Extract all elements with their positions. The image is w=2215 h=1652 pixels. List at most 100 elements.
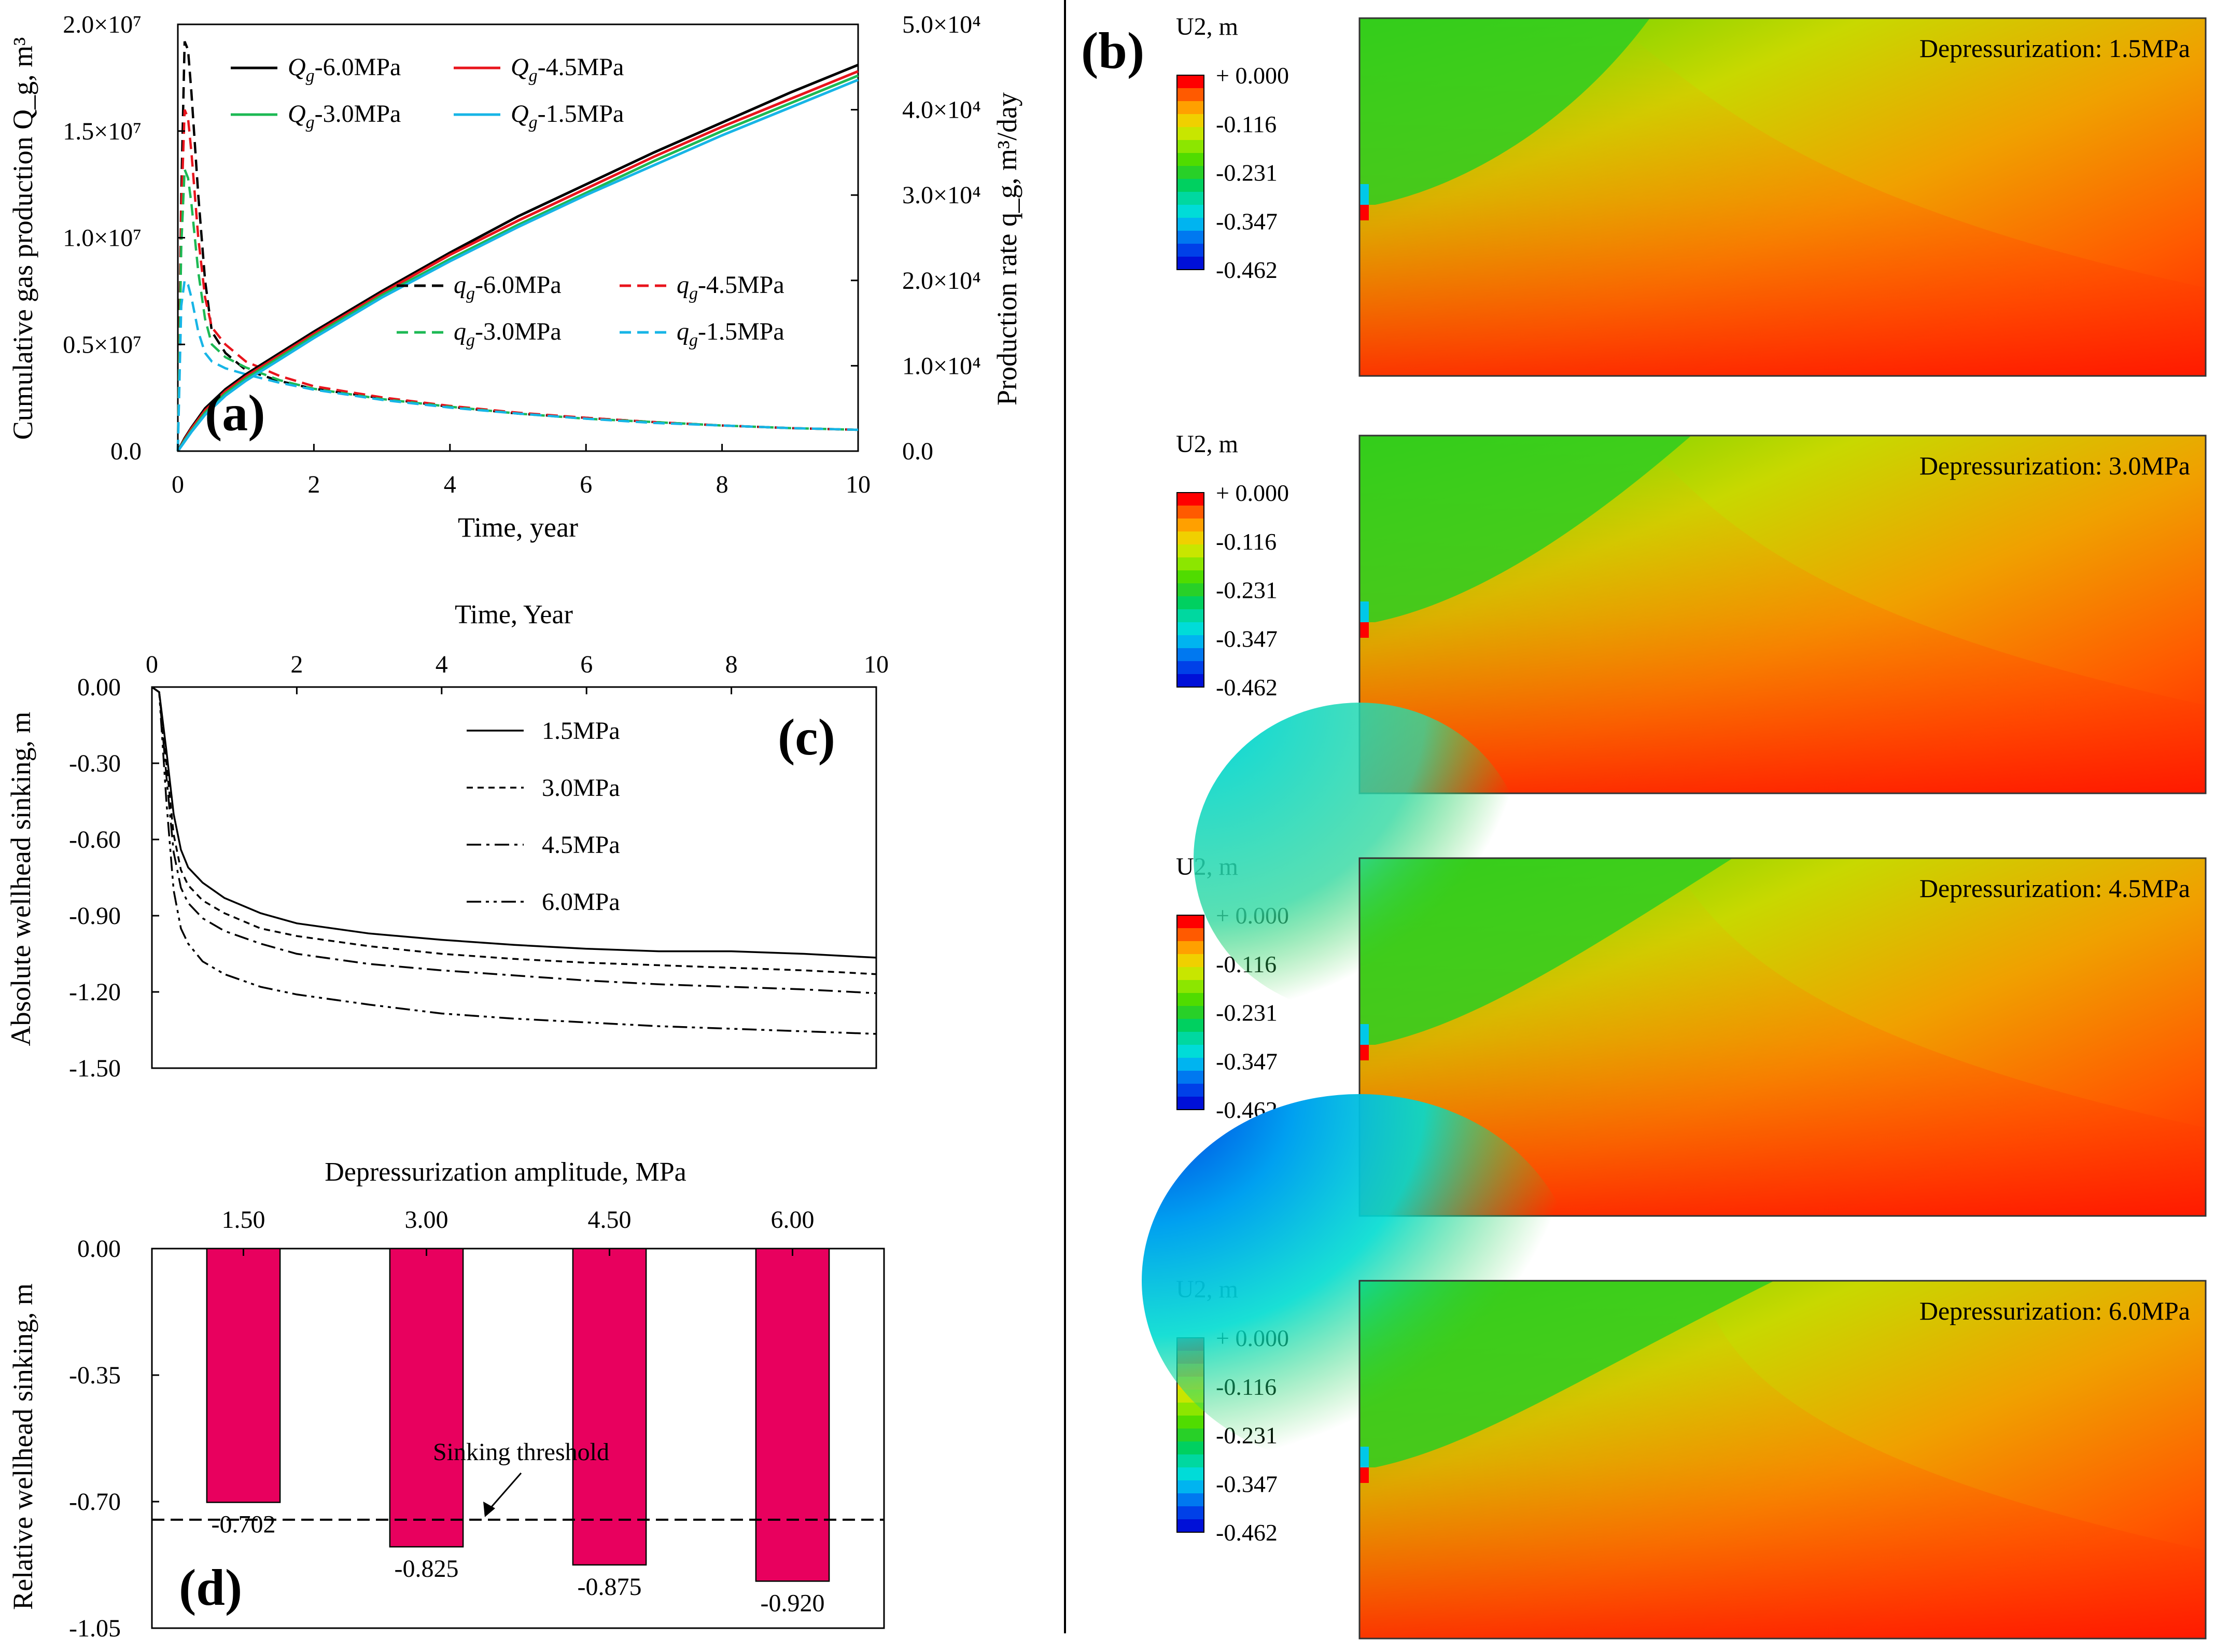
colorbar-tick-label: -0.347 — [1216, 208, 1278, 234]
panel-a-legend-entry: qg-6.0MPa — [454, 271, 562, 303]
panel-a-ylabel-left: Cumulative gas production Q_g, m³ — [7, 37, 38, 440]
contour-map-1: U2, m + 0.000 -0.116 -0.231 -0.347 -0.462 Depr… — [1176, 13, 2207, 377]
colorbar-tick-label: -0.347 — [1216, 1048, 1278, 1074]
colorbar-segment — [1177, 1006, 1204, 1019]
colorbar-tick-label: -0.116 — [1216, 528, 1277, 555]
colorbar-segment — [1177, 519, 1204, 532]
panel-c-line-4.5MPa — [151, 686, 877, 995]
panel-d-y-tick-label: -0.70 — [69, 1488, 121, 1516]
colorbar-tick-label: -0.231 — [1216, 577, 1278, 604]
panel-a-x-tick-label: 0 — [172, 471, 184, 498]
panel-d-bar-6.00 — [755, 1248, 830, 1582]
displacement-field-frame — [1358, 17, 2207, 377]
panel-a-x-tick-label: 10 — [846, 471, 871, 498]
colorbar-tick-label: + 0.000 — [1216, 480, 1289, 506]
panel-c-line-6.0MPa — [151, 686, 877, 1035]
panel-c-x-tick-label: 6 — [580, 651, 593, 678]
panel-a-label: (a) — [205, 384, 265, 442]
panel-a-yleft-tick-label: 2.0×10⁷ — [63, 11, 142, 38]
contour-map-2: U2, m + 0.000 -0.116 -0.231 -0.347 -0.462 Depr… — [1176, 430, 2207, 794]
displacement-field-deep-zone — [1359, 18, 2206, 376]
panel-c-x-tick-label: 8 — [725, 651, 738, 678]
colorbar-segment — [1177, 127, 1204, 141]
panel-divider — [1064, 0, 1066, 1633]
panel-d-bar-3.00 — [389, 1248, 464, 1548]
colorbar-frame — [1176, 492, 1204, 688]
panel-a-yright-tick-label: 5.0×10⁴ — [902, 11, 981, 38]
colorbar-segment — [1177, 954, 1204, 968]
displacement-field-frame — [1358, 857, 2207, 1217]
panel-c-x-tick-label: 10 — [864, 651, 889, 678]
panel-a-rate-line-1.5MPa — [176, 277, 859, 452]
panel-a-legend-entry: Qg-1.5MPa — [511, 100, 624, 132]
colorbar-segment — [1177, 179, 1204, 192]
contour-map-title: Depressurization: 3.0MPa — [1919, 451, 2190, 480]
wellbore-upper — [1359, 601, 1369, 622]
panel-a-ylabel-right: Production rate q_g, m³/day — [991, 92, 1022, 405]
colorbar-frame — [1176, 75, 1204, 270]
panel-d-bar-1.50 — [206, 1248, 281, 1503]
panel-c-y-tick-label: -0.90 — [69, 902, 121, 930]
panel-a-legend-entry: Qg-6.0MPa — [288, 53, 401, 86]
colorbar-segment — [1177, 1019, 1204, 1032]
colorbar-segment — [1177, 153, 1204, 166]
colorbar-segment — [1177, 596, 1204, 610]
colorbar-segment — [1177, 493, 1204, 506]
panel-c-line-3.0MPa — [151, 686, 877, 975]
colorbar-segment — [1177, 557, 1204, 571]
panel-a-yright-tick-label: 0.0 — [902, 438, 933, 465]
colorbar-segment — [1177, 993, 1204, 1006]
colorbar-segment — [1177, 140, 1204, 153]
colorbar-tick-label: -0.116 — [1216, 111, 1277, 137]
colorbar-tick-label: -0.462 — [1216, 1519, 1278, 1546]
contour-map-title: Depressurization: 6.0MPa — [1919, 1296, 2190, 1325]
displacement-field-frame — [1358, 1280, 2207, 1640]
colorbar-segment — [1177, 205, 1204, 218]
colorbar-tick-label: -0.347 — [1216, 1471, 1278, 1497]
colorbar-segment — [1177, 1467, 1204, 1481]
colorbar-frame — [1176, 915, 1204, 1110]
colorbar-segment — [1177, 1058, 1204, 1071]
colorbar-segment — [1177, 1084, 1204, 1097]
colorbar-segment — [1177, 1441, 1204, 1455]
colorbar-tick-label: -0.347 — [1216, 625, 1278, 652]
panel-c-legend-entry: 4.5MPa — [542, 831, 620, 859]
colorbar-segment — [1177, 88, 1204, 102]
colorbar-segment — [1177, 674, 1204, 688]
contour-map-title: Depressurization: 4.5MPa — [1919, 874, 2190, 903]
colorbar-tick-label: -0.231 — [1216, 1000, 1278, 1026]
panel-c-label: (c) — [778, 708, 835, 766]
panel-d-bar-value-label: -0.920 — [761, 1589, 825, 1617]
colorbar-segment — [1177, 506, 1204, 519]
colorbar-segment — [1177, 531, 1204, 545]
colorbar-segment — [1177, 928, 1204, 942]
colorbar-segment — [1177, 75, 1204, 89]
panel-d-ylabel: Relative wellhead sinking, m — [7, 1283, 38, 1610]
panel-a-yright-tick-label: 1.0×10⁴ — [902, 352, 981, 380]
panel-a-xlabel: Time, year — [458, 512, 578, 543]
wellbore-upper — [1359, 184, 1369, 205]
displacement-field-frame — [1358, 435, 2207, 794]
panel-c-legend-entry: 3.0MPa — [542, 774, 620, 802]
panel-a-x-tick-label: 4 — [444, 471, 456, 498]
panel-d-chart: -0.702 -0.825 -0.875 -0.920 0.00 -0.35 -0.70 -… — [7, 1157, 885, 1642]
panel-a-legend-entry: Qg-3.0MPa — [288, 100, 401, 132]
panel-d-top-title: Depressurization amplitude, MPa — [325, 1157, 686, 1187]
panel-a-plot-frame — [177, 23, 859, 452]
colorbar-segment — [1177, 1429, 1204, 1442]
panel-a-yright-tick-label: 4.0×10⁴ — [902, 96, 981, 124]
panel-a-legend-entry: Qg-4.5MPa — [511, 53, 624, 86]
colorbar-segment — [1177, 583, 1204, 597]
colorbar-segment — [1177, 648, 1204, 662]
panel-c-line-1.5MPa — [151, 686, 877, 959]
panel-a-yleft-tick-label: 0.0 — [110, 438, 142, 465]
panel-a-x-tick-label: 6 — [580, 471, 592, 498]
panel-a-cumulative-line-1.5MPa — [176, 78, 859, 452]
panel-c-plot-frame — [151, 686, 877, 1069]
panel-d-bar-value-label: -0.702 — [212, 1510, 276, 1538]
panel-a-x-tick-label: 8 — [716, 471, 728, 498]
panel-a-legend-entry: qg-1.5MPa — [677, 318, 784, 350]
colorbar-segment — [1177, 1480, 1204, 1494]
panel-a-yleft-tick-label: 0.5×10⁷ — [63, 331, 142, 358]
panel-d-bar-4.50 — [572, 1248, 647, 1566]
